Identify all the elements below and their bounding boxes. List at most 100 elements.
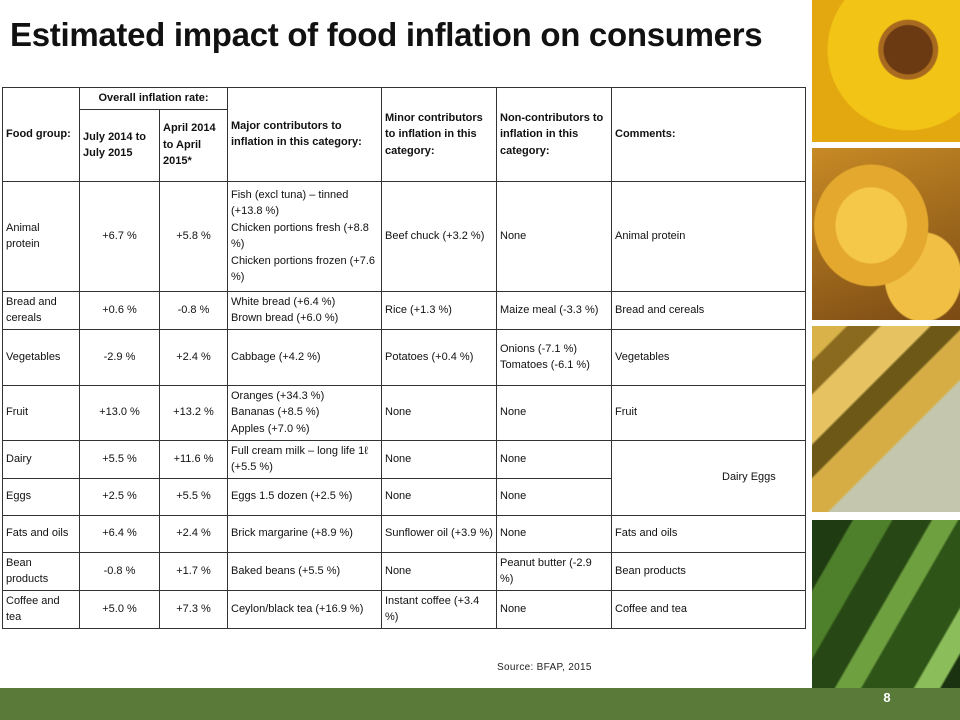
row-comments: Bean products	[611, 551, 806, 591]
header-period-2: April 2014 to April 2015*	[159, 108, 228, 182]
table-row: Bread and cereals +0.6 % -0.8 % White br…	[2, 290, 806, 330]
row-non: Peanut butter (-2.9 %)	[496, 551, 612, 591]
row-major: Baked beans (+5.5 %)	[227, 551, 382, 591]
table-row: Bean products -0.8 % +1.7 % Baked beans …	[2, 551, 806, 591]
row-group: Bean products	[2, 551, 80, 591]
major-item: Brick margarine (+8.9 %)	[231, 527, 353, 540]
row-rate-1: +5.5 %	[79, 439, 160, 479]
table-row: Fruit +13.0 % +13.2 % Oranges (+34.3 %) …	[2, 384, 806, 441]
table-row: Eggs +2.5 % +5.5 % Eggs 1.5 dozen (+2.5 …	[2, 477, 806, 516]
table-row: Vegetables -2.9 % +2.4 % Cabbage (+4.2 %…	[2, 328, 806, 386]
row-rate-1: -2.9 %	[79, 328, 160, 386]
row-rate-2: -0.8 %	[159, 290, 228, 330]
row-major: Cabbage (+4.2 %)	[227, 328, 382, 386]
header-food-group: Food group:	[2, 87, 80, 182]
major-item: Bananas (+8.5 %)	[231, 406, 320, 419]
table-row: Animal protein +6.7 % +5.8 % Fish (excl …	[2, 180, 806, 292]
maize-leaves-image	[812, 520, 960, 720]
row-rate-1: +0.6 %	[79, 290, 160, 330]
inflation-table-container: Food group: Overall inflation rate: Majo…	[2, 87, 806, 629]
major-item: Baked beans (+5.5 %)	[231, 564, 341, 577]
inflation-table: Food group: Overall inflation rate: Majo…	[2, 87, 806, 629]
major-item: Apples (+7.0 %)	[231, 422, 310, 435]
row-rate-2: +5.5 %	[159, 477, 228, 516]
row-rate-2: +13.2 %	[159, 384, 228, 441]
major-item: Eggs 1.5 dozen (+2.5 %)	[231, 490, 353, 503]
row-non: None	[496, 477, 612, 516]
source-note: Source: BFAP, 2015	[497, 662, 592, 673]
row-non: None	[496, 589, 612, 629]
row-comments: Animal protein	[611, 180, 806, 292]
row-major: Eggs 1.5 dozen (+2.5 %)	[227, 477, 382, 516]
row-rate-1: -0.8 %	[79, 551, 160, 591]
row-group: Fruit	[2, 384, 80, 441]
row-group: Coffee and tea	[2, 589, 80, 629]
row-comments: Coffee and tea	[611, 589, 806, 629]
table-row: Dairy +5.5 % +11.6 % Full cream milk – l…	[2, 439, 806, 516]
row-minor: Beef chuck (+3.2 %)	[381, 180, 497, 292]
major-item: Chicken portions frozen (+7.6 %)	[231, 254, 375, 284]
row-minor: None	[381, 477, 497, 516]
row-non: Maize meal (-3.3 %)	[496, 290, 612, 330]
row-rate-1: +13.0 %	[79, 384, 160, 441]
major-item: Oranges (+34.3 %)	[231, 389, 325, 402]
row-rate-2: +2.4 %	[159, 328, 228, 386]
table-row: Fats and oils +6.4 % +2.4 % Brick margar…	[2, 514, 806, 553]
row-minor: Instant coffee (+3.4 %)	[381, 589, 497, 629]
page-title: Estimated impact of food inflation on co…	[10, 16, 763, 53]
row-minor: Rice (+1.3 %)	[381, 290, 497, 330]
row-group: Animal protein	[2, 180, 80, 292]
row-comments: Vegetables	[611, 328, 806, 386]
row-comments: Dairy Eggs	[611, 439, 806, 516]
row-minor: None	[381, 384, 497, 441]
major-item: Ceylon/black tea (+16.9 %)	[231, 602, 364, 615]
major-item: Brown bread (+6.0 %)	[231, 312, 339, 324]
page-number: 8	[883, 690, 891, 705]
major-item: Chicken portions fresh (+8.8 %)	[231, 221, 369, 251]
row-major: Oranges (+34.3 %) Bananas (+8.5 %) Apple…	[227, 384, 382, 441]
row-minor: Potatoes (+0.4 %)	[381, 328, 497, 386]
major-item: Fish (excl tuna) – tinned (+13.8 %)	[231, 188, 349, 218]
row-comments: Fats and oils	[611, 514, 806, 553]
major-item: White bread (+6.4 %)	[231, 295, 336, 308]
table-row: Coffee and tea +5.0 % +7.3 % Ceylon/blac…	[2, 589, 806, 629]
row-rate-1: +6.4 %	[79, 514, 160, 553]
header-minor: Minor contributors to inflation in this …	[381, 87, 497, 182]
row-rate-2: +11.6 %	[159, 439, 228, 479]
row-minor: Sunflower oil (+3.9 %)	[381, 514, 497, 553]
footer-bar	[0, 688, 960, 720]
row-rate-2: +5.8 %	[159, 180, 228, 292]
row-minor: None	[381, 439, 497, 479]
row-comments: Bread and cereals	[611, 290, 806, 330]
header-comments: Comments:	[611, 87, 806, 182]
row-comments: Fruit	[611, 384, 806, 441]
row-group: Bread and cereals	[2, 290, 80, 330]
row-rate-2: +1.7 %	[159, 551, 228, 591]
chicks-image	[812, 148, 960, 320]
row-major: Brick margarine (+8.9 %)	[227, 514, 382, 553]
row-major: White bread (+6.4 %) Brown bread (+6.0 %…	[227, 290, 382, 330]
wheat-image	[812, 326, 960, 512]
header-major: Major contributors to inflation in this …	[227, 87, 382, 182]
row-rate-2: +7.3 %	[159, 589, 228, 629]
header-period-1: July 2014 to July 2015	[79, 108, 160, 182]
row-non: None	[496, 180, 612, 292]
row-rate-1: +6.7 %	[79, 180, 160, 292]
row-major: Ceylon/black tea (+16.9 %)	[227, 589, 382, 629]
header-non: Non-contributors to inflation in this ca…	[496, 87, 612, 182]
row-minor: None	[381, 551, 497, 591]
row-rate-2: +2.4 %	[159, 514, 228, 553]
row-rate-1: +2.5 %	[79, 477, 160, 516]
row-major: Full cream milk – long life 1ℓ (+5.5 %)	[227, 439, 382, 479]
row-non: Onions (-7.1 %) Tomatoes (-6.1 %)	[496, 328, 612, 386]
row-rate-1: +5.0 %	[79, 589, 160, 629]
row-non: None	[496, 514, 612, 553]
sunflower-image	[812, 0, 960, 142]
major-item: Cabbage (+4.2 %)	[231, 350, 321, 363]
row-group: Fats and oils	[2, 514, 80, 553]
row-group: Vegetables	[2, 328, 80, 386]
row-group: Dairy	[2, 439, 80, 479]
header-overall-rate: Overall inflation rate:	[79, 87, 228, 110]
row-non: None	[496, 384, 612, 441]
row-major: Fish (excl tuna) – tinned (+13.8 %) Chic…	[227, 180, 382, 292]
